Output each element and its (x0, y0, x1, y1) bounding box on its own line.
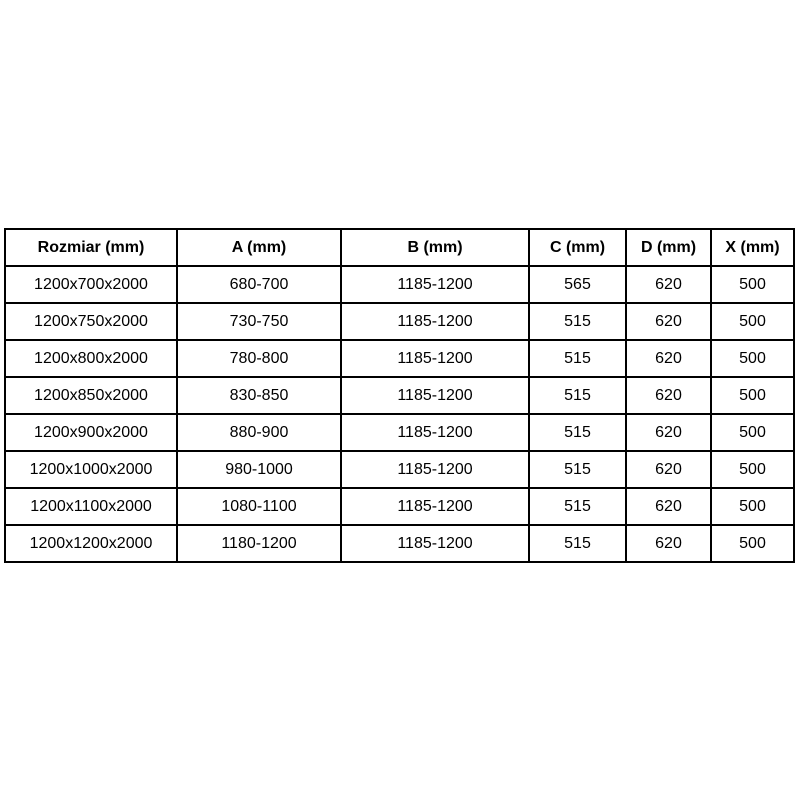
table-cell: 1200x1000x2000 (4, 450, 178, 489)
table-cell: 620 (625, 339, 712, 378)
table-cell: 500 (710, 487, 795, 526)
table-cell: 620 (625, 487, 712, 526)
table-cell: 500 (710, 376, 795, 415)
header-cell: Rozmiar (mm) (4, 228, 178, 267)
table-cell: 515 (528, 339, 627, 378)
table-cell: 1200x1100x2000 (4, 487, 178, 526)
table-cell: 500 (710, 413, 795, 452)
header-cell: D (mm) (625, 228, 712, 267)
table-cell: 1185-1200 (340, 524, 530, 563)
table-row: 1200x700x2000 680-700 1185-1200 565 620 500 (4, 265, 795, 304)
table-cell: 1185-1200 (340, 487, 530, 526)
table-row: 1200x800x2000 780-800 1185-1200 515 620 500 (4, 339, 795, 378)
table-body: 1200x700x2000 680-700 1185-1200 565 620 500 12… (4, 265, 795, 563)
table-cell: 1200x900x2000 (4, 413, 178, 452)
table-row: 1200x850x2000 830-850 1185-1200 515 620 500 (4, 376, 795, 415)
table-cell: 880-900 (176, 413, 342, 452)
table-cell: 1200x800x2000 (4, 339, 178, 378)
table-row: 1200x750x2000 730-750 1185-1200 515 620 500 (4, 302, 795, 341)
table-cell: 620 (625, 413, 712, 452)
header-cell: A (mm) (176, 228, 342, 267)
table-cell: 680-700 (176, 265, 342, 304)
size-spec-table-container: Rozmiar (mm) A (mm) B (mm) C (mm) D (mm) X (m… (4, 228, 795, 563)
table-cell: 1185-1200 (340, 450, 530, 489)
header-cell: B (mm) (340, 228, 530, 267)
table-cell: 1080-1100 (176, 487, 342, 526)
table-cell: 830-850 (176, 376, 342, 415)
table-cell: 780-800 (176, 339, 342, 378)
size-spec-table: Rozmiar (mm) A (mm) B (mm) C (mm) D (mm) X (m… (4, 228, 795, 563)
table-cell: 1200x850x2000 (4, 376, 178, 415)
table-cell: 500 (710, 450, 795, 489)
table-cell: 515 (528, 376, 627, 415)
table-cell: 620 (625, 302, 712, 341)
table-cell: 620 (625, 450, 712, 489)
table-cell: 500 (710, 265, 795, 304)
table-cell: 515 (528, 487, 627, 526)
table-cell: 515 (528, 413, 627, 452)
table-cell: 1185-1200 (340, 265, 530, 304)
table-cell: 1180-1200 (176, 524, 342, 563)
table-cell: 620 (625, 524, 712, 563)
table-cell: 500 (710, 339, 795, 378)
table-cell: 980-1000 (176, 450, 342, 489)
table-cell: 515 (528, 524, 627, 563)
header-row: Rozmiar (mm) A (mm) B (mm) C (mm) D (mm) X (m… (4, 228, 795, 267)
table-row: 1200x900x2000 880-900 1185-1200 515 620 500 (4, 413, 795, 452)
header-cell: X (mm) (710, 228, 795, 267)
table-row: 1200x1000x2000 980-1000 1185-1200 515 620 500 (4, 450, 795, 489)
header-cell: C (mm) (528, 228, 627, 267)
table-cell: 1185-1200 (340, 376, 530, 415)
table-cell: 1185-1200 (340, 413, 530, 452)
table-cell: 500 (710, 302, 795, 341)
table-cell: 730-750 (176, 302, 342, 341)
table-cell: 1185-1200 (340, 302, 530, 341)
table-cell: 515 (528, 302, 627, 341)
table-cell: 1200x700x2000 (4, 265, 178, 304)
table-cell: 1185-1200 (340, 339, 530, 378)
table-row: 1200x1100x2000 1080-1100 1185-1200 515 620 50… (4, 487, 795, 526)
table-cell: 620 (625, 265, 712, 304)
table-cell: 1200x1200x2000 (4, 524, 178, 563)
table-header: Rozmiar (mm) A (mm) B (mm) C (mm) D (mm) X (m… (4, 228, 795, 267)
table-cell: 1200x750x2000 (4, 302, 178, 341)
table-cell: 500 (710, 524, 795, 563)
table-cell: 515 (528, 450, 627, 489)
table-cell: 565 (528, 265, 627, 304)
table-row: 1200x1200x2000 1180-1200 1185-1200 515 620 50… (4, 524, 795, 563)
table-cell: 620 (625, 376, 712, 415)
